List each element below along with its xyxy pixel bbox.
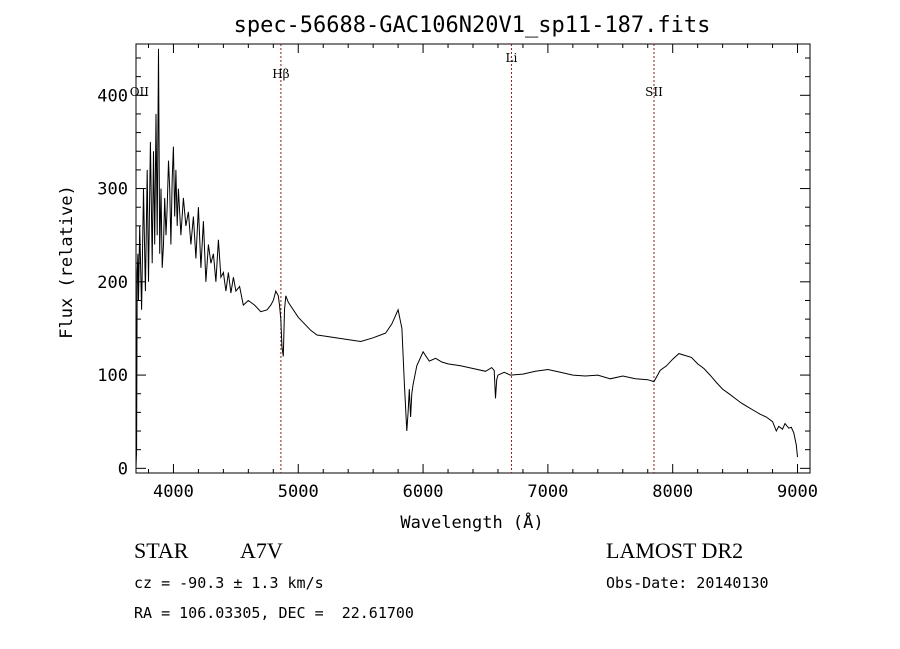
x-tick-label: 9000 (777, 482, 818, 502)
x-tick-label: 8000 (652, 482, 693, 502)
plot-frame (135, 43, 811, 474)
object-subclass: A7V (240, 538, 283, 563)
x-tick-label: 6000 (403, 482, 444, 502)
y-tick-label: 300 (97, 180, 128, 200)
spectral-line-markers: OII Hβ Li SII (130, 44, 663, 473)
spectral-line-label: Hβ (272, 67, 289, 81)
x-tick-label: 4000 (153, 482, 194, 502)
spectral-line-label: OII (130, 85, 150, 99)
survey-name: LAMOST DR2 (606, 538, 744, 563)
spectral-line-label: SII (645, 85, 663, 99)
y-tick-label: 0 (118, 459, 128, 479)
chart-title: spec-56688-GAC106N20V1_sp11-187.fits (234, 13, 711, 38)
y-tick-label: 400 (97, 86, 128, 106)
redshift-text: cz = -90.3 ± 1.3 km/s (134, 574, 324, 592)
x-tick-label: 7000 (527, 482, 568, 502)
spectral-line-label: Li (506, 51, 518, 65)
coordinates-text: RA = 106.03305, DEC = 22.61700 (134, 604, 414, 622)
x-axis-label: Wavelength (Å) (400, 511, 543, 533)
y-tick-label: 100 (97, 366, 128, 386)
x-axis: 4000 5000 6000 7000 8000 9000 (147, 44, 818, 502)
y-axis-label: Flux (relative) (57, 185, 77, 339)
y-tick-label: 200 (97, 273, 128, 293)
x-tick-label: 5000 (278, 482, 319, 502)
object-class: STAR (134, 538, 189, 563)
obs-date-text: Obs-Date: 20140130 (606, 574, 769, 592)
y-axis: 0 100 200 300 400 (97, 57, 810, 479)
spectrum-line (135, 48, 798, 469)
